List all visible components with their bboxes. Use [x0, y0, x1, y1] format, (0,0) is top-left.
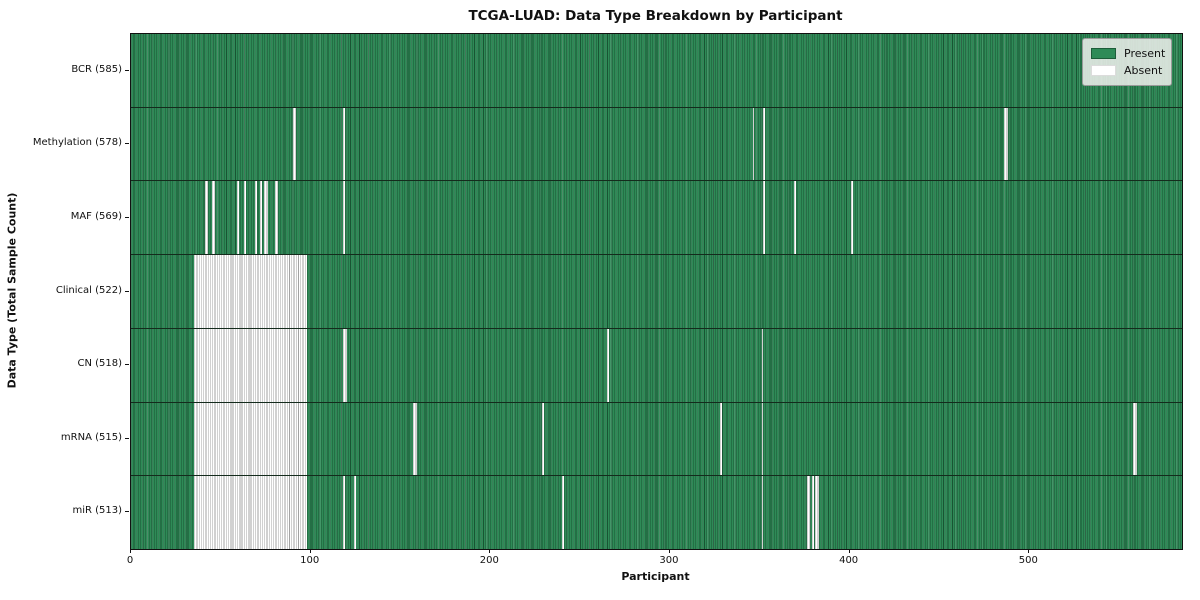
absent-segment	[811, 476, 814, 550]
y-tick-mark	[125, 143, 129, 145]
heatmap-plot	[130, 33, 1183, 550]
y-tick-mark	[125, 437, 129, 439]
absent-segment	[204, 181, 209, 255]
y-tick-mark	[125, 69, 129, 71]
absent-segment	[292, 107, 297, 181]
absent-segment	[752, 107, 755, 181]
y-tick-label: mRNA (515)	[60, 431, 122, 443]
x-tick-mark	[848, 549, 850, 553]
heatmap-row-miR	[131, 476, 1182, 550]
y-tick-mark	[125, 216, 129, 218]
absent-segment	[806, 476, 811, 550]
y-tick-label: CN (518)	[77, 358, 122, 370]
absent-segment	[1004, 107, 1008, 181]
absent-segment	[193, 476, 308, 550]
legend-label: Present	[1124, 47, 1166, 60]
heatmap-row-Methylation	[131, 107, 1182, 182]
y-tick-label: MAF (569)	[70, 210, 122, 222]
absent-segment	[193, 255, 308, 328]
y-tick-mark	[125, 511, 129, 513]
absent-segment	[607, 328, 609, 402]
x-tick-label: 300	[659, 555, 679, 566]
absent-segment	[263, 181, 268, 255]
absent-segment	[761, 402, 764, 476]
absent-segment	[193, 328, 308, 402]
absent-segment	[1133, 402, 1138, 476]
x-tick-label: 500	[1018, 555, 1038, 566]
absent-segment	[274, 181, 279, 255]
absent-segment	[236, 181, 239, 255]
chart-title: TCGA-LUAD: Data Type Breakdown by Partic…	[468, 8, 843, 24]
y-tick-label: miR (513)	[72, 505, 122, 517]
absent-segment	[763, 181, 766, 255]
absent-segment	[763, 107, 766, 181]
heatmap-row-MAF	[131, 181, 1182, 256]
absent-segment	[353, 476, 356, 550]
absent-segment	[793, 181, 796, 255]
absent-segment	[244, 181, 246, 255]
x-axis-label: Participant	[621, 570, 690, 583]
heatmap-row-Clinical	[131, 255, 1182, 329]
legend-entry: Absent	[1091, 62, 1163, 79]
y-tick-mark	[125, 290, 129, 292]
x-tick-mark	[1028, 549, 1030, 553]
absent-segment	[542, 402, 545, 476]
x-tick-label: 400	[839, 555, 859, 566]
absent-segment	[342, 107, 345, 181]
absent-segment	[342, 181, 345, 255]
y-tick-label: Methylation (578)	[32, 137, 122, 149]
absent-segment	[815, 476, 820, 550]
heatmap-row-mRNA	[131, 402, 1182, 477]
y-tick-label: Clinical (522)	[55, 284, 122, 296]
absent-segment	[562, 476, 564, 550]
x-tick-label: 0	[126, 555, 134, 566]
x-tick-label: 100	[300, 555, 320, 566]
absent-segment	[851, 181, 854, 255]
heatmap-row-CN	[131, 328, 1182, 403]
legend-entry: Present	[1091, 45, 1166, 62]
legend-swatch	[1091, 48, 1116, 59]
x-tick-mark	[130, 549, 131, 553]
y-tick-label: BCR (585)	[71, 63, 122, 75]
absent-segment	[761, 476, 764, 550]
absent-segment	[254, 181, 257, 255]
absent-segment	[211, 181, 216, 255]
absent-segment	[193, 402, 308, 476]
absent-segment	[260, 181, 263, 255]
absent-segment	[342, 328, 347, 402]
absent-segment	[342, 476, 345, 550]
x-tick-mark	[309, 549, 311, 553]
heatmap-row-BCR	[131, 34, 1182, 108]
x-tick-label: 200	[479, 555, 499, 566]
legend: Present Absent	[1082, 38, 1172, 86]
absent-segment	[761, 328, 764, 402]
x-tick-mark	[668, 549, 670, 553]
absent-segment	[413, 402, 417, 476]
y-tick-mark	[125, 364, 129, 366]
legend-label: Absent	[1124, 64, 1163, 77]
legend-swatch	[1091, 65, 1116, 76]
x-tick-mark	[489, 549, 491, 553]
absent-segment	[720, 402, 723, 476]
